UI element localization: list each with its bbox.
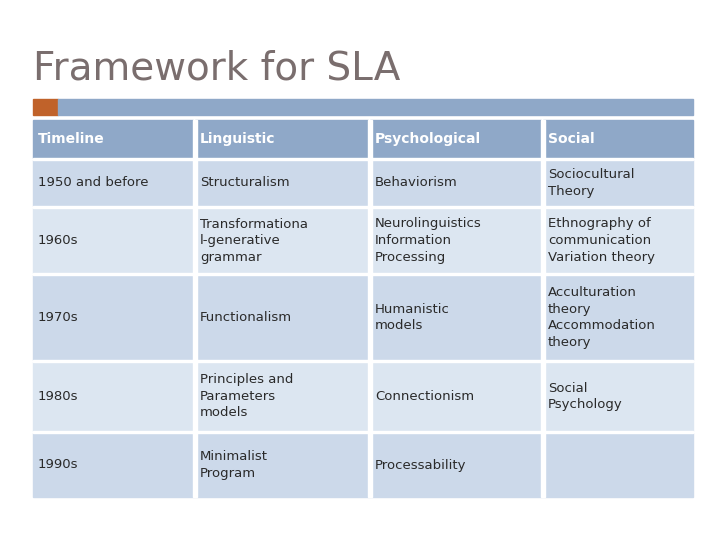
Text: Social: Social	[548, 132, 595, 146]
Bar	[33, 360, 693, 362]
Bar	[33, 433, 693, 497]
Bar	[193, 208, 197, 273]
Text: Principles and
Parameters
models: Principles and Parameters models	[200, 374, 293, 420]
Bar	[33, 158, 693, 160]
Bar	[541, 208, 545, 273]
Text: Framework for SLA: Framework for SLA	[33, 50, 400, 88]
Bar	[33, 362, 693, 431]
Bar	[541, 433, 545, 497]
Bar	[368, 362, 372, 431]
Text: Social
Psychology: Social Psychology	[548, 382, 623, 411]
Bar	[195, 120, 368, 158]
Bar	[541, 362, 545, 431]
Bar	[58, 99, 693, 115]
Bar	[33, 120, 193, 158]
Bar	[33, 160, 693, 206]
Text: Humanistic
models: Humanistic models	[375, 303, 450, 332]
Bar	[33, 273, 693, 275]
Text: Functionalism: Functionalism	[200, 311, 292, 324]
Text: Neurolinguistics
Information
Processing: Neurolinguistics Information Processing	[375, 218, 482, 264]
Text: Psychological: Psychological	[375, 132, 481, 146]
Bar	[193, 362, 197, 431]
Text: Behaviorism: Behaviorism	[375, 177, 458, 190]
Bar	[541, 275, 545, 360]
Text: Acculturation
theory
Accommodation
theory: Acculturation theory Accommodation theor…	[548, 286, 656, 349]
Text: Linguistic: Linguistic	[200, 132, 276, 146]
Text: Ethnography of
communication
Variation theory: Ethnography of communication Variation t…	[548, 218, 655, 264]
Bar	[370, 120, 541, 158]
Bar	[193, 160, 197, 206]
Text: 1970s: 1970s	[38, 311, 78, 324]
Bar	[33, 208, 693, 273]
Bar	[541, 160, 545, 206]
Bar	[33, 275, 693, 360]
Bar	[543, 120, 693, 158]
Text: Structuralism: Structuralism	[200, 177, 289, 190]
Bar	[541, 120, 545, 158]
Bar	[368, 160, 372, 206]
Text: 1990s: 1990s	[38, 458, 78, 471]
Text: Minimalist
Program: Minimalist Program	[200, 450, 268, 480]
Text: 1980s: 1980s	[38, 390, 78, 403]
Bar	[33, 99, 58, 115]
Bar	[193, 275, 197, 360]
Text: Sociocultural
Theory: Sociocultural Theory	[548, 168, 634, 198]
Bar	[193, 433, 197, 497]
Bar	[193, 120, 197, 158]
Text: Transformationa
l-generative
grammar: Transformationa l-generative grammar	[200, 218, 308, 264]
Text: Processability: Processability	[375, 458, 467, 471]
Bar	[368, 120, 372, 158]
Text: Timeline: Timeline	[38, 132, 104, 146]
Bar	[368, 208, 372, 273]
Bar	[33, 206, 693, 208]
Text: 1960s: 1960s	[38, 234, 78, 247]
Bar	[368, 433, 372, 497]
Bar	[368, 275, 372, 360]
Text: Connectionism: Connectionism	[375, 390, 474, 403]
Bar	[33, 431, 693, 433]
Text: 1950 and before: 1950 and before	[38, 177, 148, 190]
